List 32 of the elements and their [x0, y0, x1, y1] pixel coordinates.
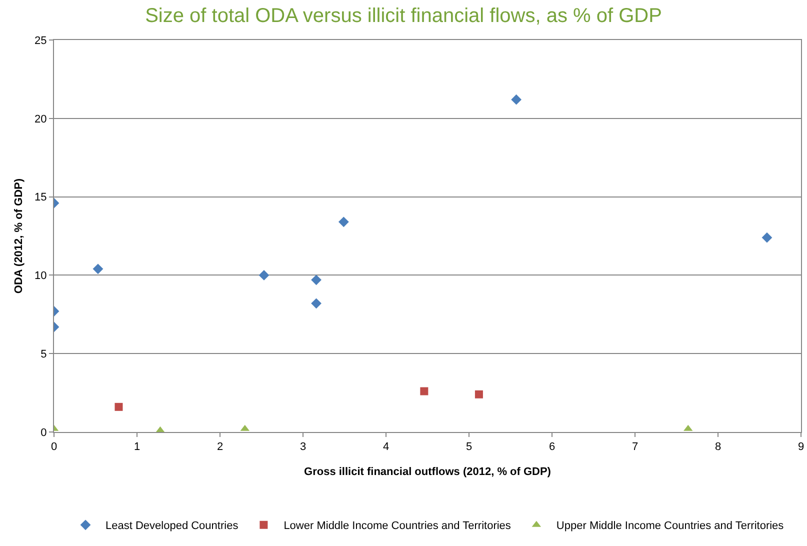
legend-label: Lower Middle Income Countries and Territories — [284, 520, 512, 532]
legend-label: Upper Middle Income Countries and Territories — [556, 520, 784, 532]
y-tick-label: 20 — [34, 113, 47, 126]
legend-label: Least Developed Countries — [106, 520, 239, 532]
y-tick-label: 10 — [34, 270, 47, 282]
x-tick-label: 8 — [714, 441, 722, 454]
y-tick-label: 5 — [40, 348, 47, 360]
point — [311, 274, 322, 286]
y-tick-label: 0 — [40, 426, 47, 439]
x-tick-label: 4 — [382, 441, 390, 454]
x-axis-title: Gross illicit financial outflows (2012, % of GDP) — [304, 466, 552, 478]
x-tick-label: 3 — [300, 441, 306, 454]
point — [258, 270, 270, 280]
point — [420, 387, 428, 396]
point — [311, 298, 322, 309]
y-tick-label: 25 — [34, 34, 47, 47]
x-tick-label: 1 — [134, 441, 140, 454]
x-tick-label: 0 — [50, 441, 58, 454]
point — [511, 94, 522, 105]
point — [338, 216, 349, 228]
x-tick-label: 6 — [548, 441, 556, 454]
x-tick-label: 9 — [798, 441, 804, 454]
point — [762, 232, 772, 243]
x-tick-label: 7 — [632, 441, 638, 454]
x-tick-label: 2 — [216, 441, 224, 454]
point — [92, 264, 104, 274]
point — [114, 402, 123, 411]
y-tick-label: 15 — [34, 192, 47, 204]
x-tick-label: 5 — [466, 441, 472, 454]
point — [474, 390, 483, 398]
chart-title: Size of total ODA versus illicit financial flows, as % of GDP — [145, 5, 662, 28]
y-axis-title: ODA (2012, % of GDP) — [13, 178, 25, 294]
